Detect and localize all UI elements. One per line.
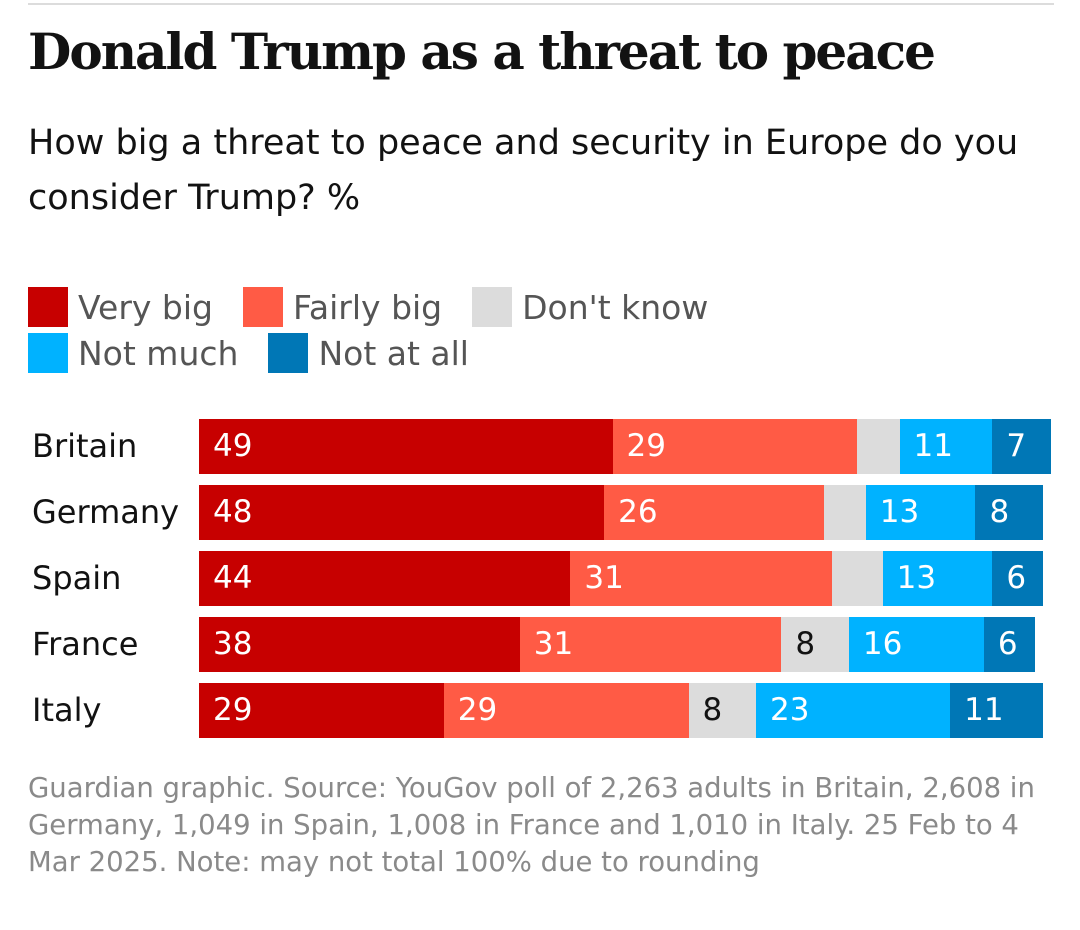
legend-swatch: [242, 287, 283, 327]
data-label: 8: [795, 626, 816, 662]
data-label: 29: [626, 428, 666, 464]
legend-item: Not at all: [268, 331, 469, 377]
legend-label: Very big: [78, 288, 213, 327]
top-rule: [28, 3, 1054, 5]
bar-segment-very-big: 29: [199, 683, 444, 738]
bar-row: France 38 31 8 16 6: [0, 617, 1080, 672]
data-label: 13: [879, 494, 920, 530]
bar-segment-fairly-big: 31: [570, 551, 832, 606]
data-label: 8: [989, 494, 1010, 530]
data-label: 44: [213, 560, 253, 596]
data-label: 48: [213, 494, 253, 530]
bar-segment-fairly-big: 26: [604, 485, 824, 540]
category-label: Spain: [32, 559, 122, 597]
bar-segment-very-big: 44: [199, 551, 571, 606]
legend-item: Don't know: [472, 285, 708, 331]
data-label: 16: [862, 626, 903, 662]
data-label: 11: [964, 692, 1004, 728]
legend-label: Fairly big: [292, 288, 443, 327]
category-label: Britain: [32, 427, 138, 465]
legend-item: Fairly big: [242, 285, 443, 331]
legend-item: Very big: [28, 285, 213, 331]
bar-row: Italy 29 29 8 23 11: [0, 683, 1080, 738]
data-label: 26: [618, 494, 658, 530]
bar-segment-don-t-know: [823, 485, 866, 540]
bar-segment-don-t-know: 8: [781, 617, 849, 672]
category-label: France: [32, 625, 139, 663]
bar-row: Spain 44 31 13 6: [0, 551, 1080, 606]
bar-segment-not-at-all: 6: [992, 551, 1043, 606]
bar-segment-not-at-all: 8: [975, 485, 1043, 540]
legend-swatch: [28, 333, 68, 373]
data-label: 23: [770, 692, 810, 728]
data-label: 38: [213, 626, 253, 662]
category-label: Italy: [32, 691, 102, 729]
data-label: 49: [213, 428, 253, 464]
data-label: 8: [702, 692, 723, 728]
legend-swatch: [28, 287, 68, 327]
bar-segment-don-t-know: 8: [688, 683, 757, 738]
bar-segment-not-much: 13: [882, 551, 993, 606]
legend-label: Don't know: [522, 288, 709, 327]
source-note: Guardian graphic. Source: YouGov poll of…: [28, 772, 1035, 878]
legend-item: Not much: [28, 331, 238, 377]
chart-subtitle: How big a threat to peace and security i…: [28, 123, 1019, 218]
data-label: 29: [457, 692, 498, 728]
legend-swatch: [268, 333, 309, 373]
bar-segment-fairly-big: 29: [443, 683, 689, 738]
data-label: 13: [896, 560, 937, 596]
bar-segment-very-big: 49: [199, 419, 613, 474]
bar-segment-not-much: 23: [756, 683, 951, 738]
legend: Very big Fairly big Don't know Not much Not …: [28, 285, 908, 377]
data-label: 31: [533, 626, 574, 662]
bar-segment-not-at-all: 7: [992, 419, 1052, 474]
bar-segment-not-much: 16: [848, 617, 984, 672]
legend-label: Not much: [78, 334, 239, 373]
bar-row: Germany 48 26 13 8: [0, 485, 1080, 540]
data-label: 31: [584, 560, 624, 596]
category-label: Germany: [32, 493, 180, 531]
bar-segment-not-at-all: 11: [950, 683, 1043, 738]
bar-segment-very-big: 48: [199, 485, 605, 540]
data-label: 6: [1006, 560, 1027, 596]
legend-swatch: [472, 287, 513, 327]
bar-segment-don-t-know: [857, 419, 900, 474]
bar-segment-not-much: 13: [865, 485, 976, 540]
bar-segment-not-much: 11: [899, 419, 993, 474]
bar-segment-very-big: 38: [199, 617, 520, 672]
data-label: 7: [1006, 428, 1027, 464]
data-label: 29: [213, 692, 253, 728]
data-label: 6: [997, 626, 1018, 662]
bar-segment-fairly-big: 29: [612, 419, 858, 474]
bar-row: Britain 49 29 11 7: [0, 419, 1080, 474]
data-label: 11: [913, 428, 953, 464]
bar-segment-fairly-big: 31: [519, 617, 782, 672]
chart-title: Donald Trump as a threat to peace: [28, 22, 936, 81]
bar-segment-don-t-know: [832, 551, 883, 606]
legend-label: Not at all: [318, 334, 469, 373]
bar-segment-not-at-all: 6: [983, 617, 1035, 672]
